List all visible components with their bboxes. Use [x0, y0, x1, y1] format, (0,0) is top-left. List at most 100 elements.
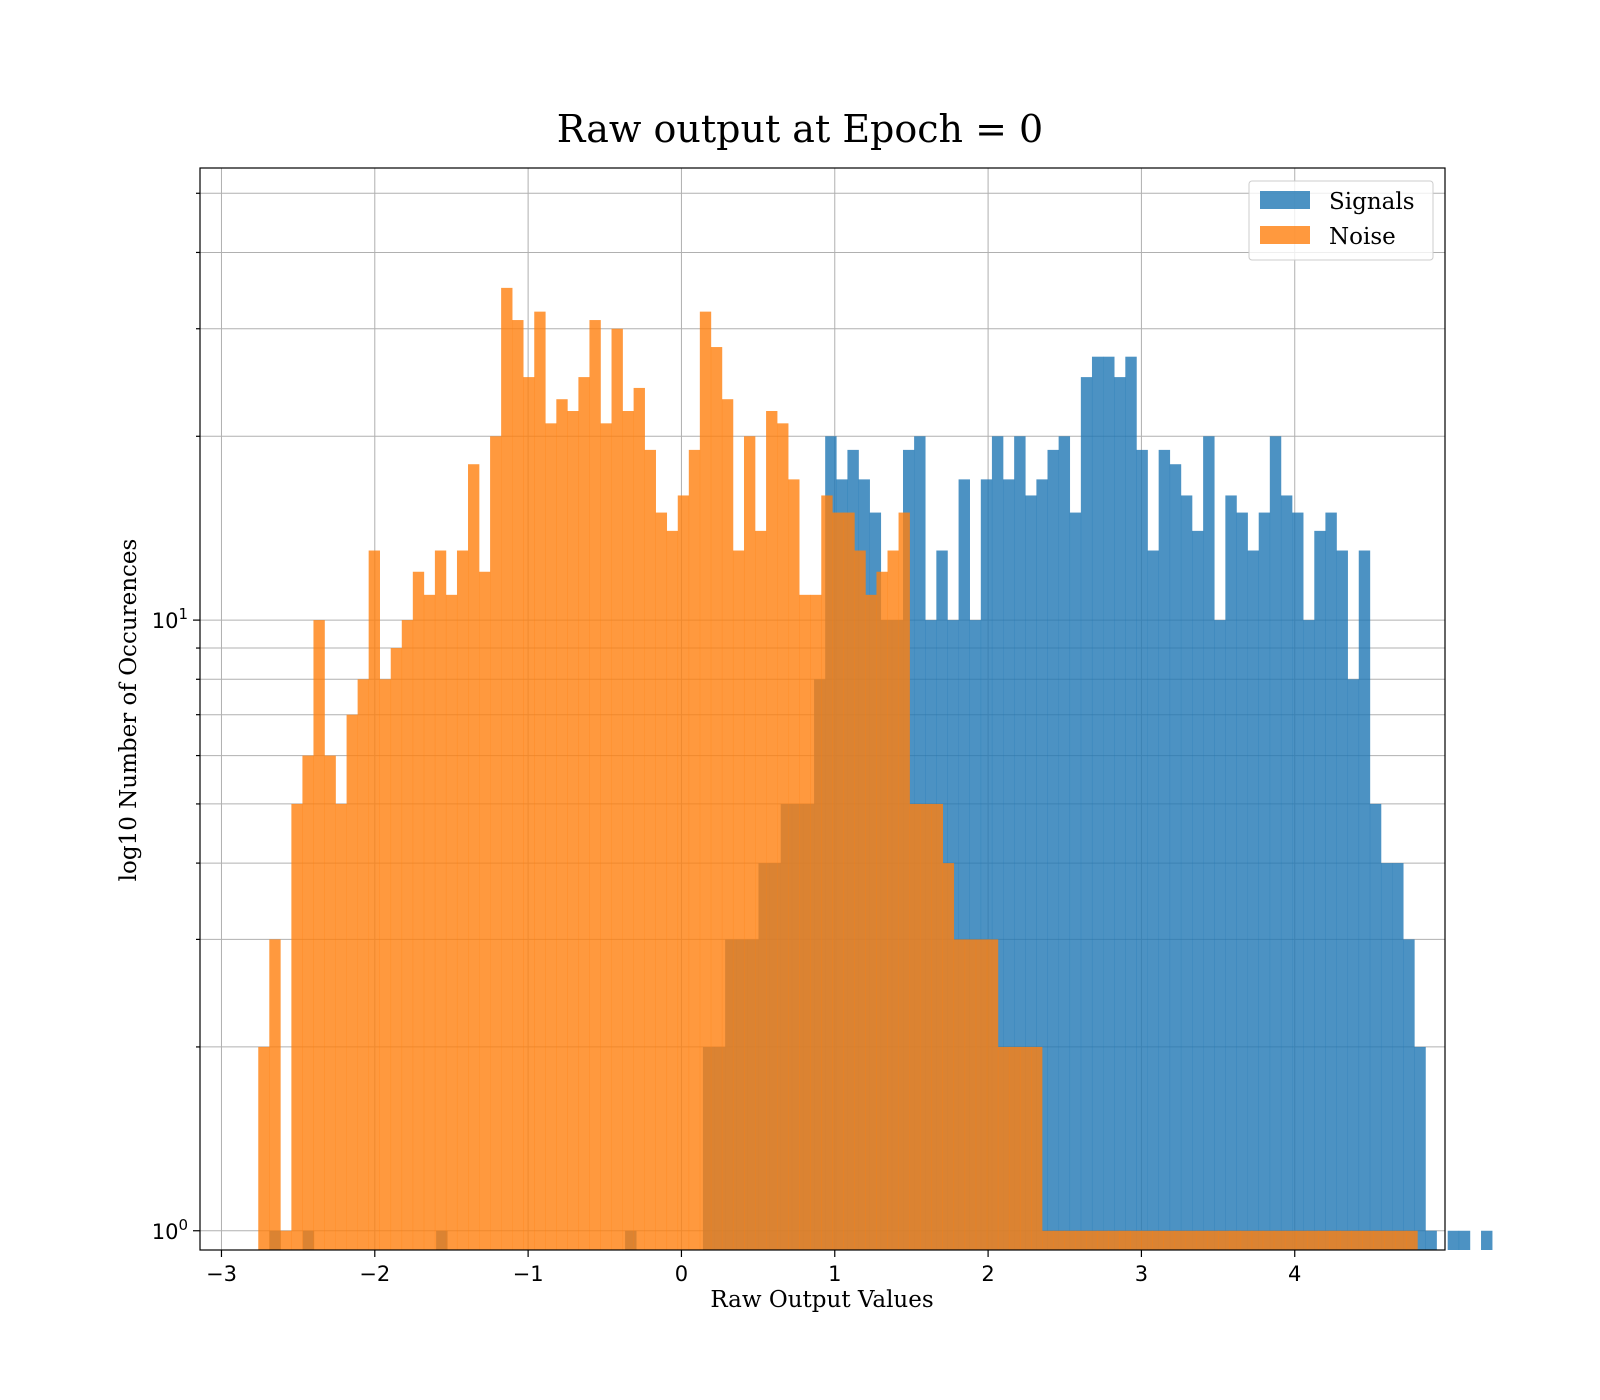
noise-bar	[445, 594, 458, 1250]
noise-bar	[887, 550, 899, 1250]
noise-bar	[1207, 1230, 1219, 1250]
noise-bar	[412, 571, 425, 1250]
signals-bar	[1047, 449, 1059, 1250]
noise-bar	[1262, 1230, 1275, 1250]
noise-bar	[611, 328, 623, 1250]
legend-swatch-noise	[1260, 226, 1310, 244]
noise-bar	[1185, 1230, 1197, 1250]
noise-bar	[1086, 1230, 1098, 1250]
noise-bar	[931, 803, 944, 1250]
noise-bar	[854, 550, 866, 1250]
noise-bar	[1362, 1230, 1374, 1250]
noise-bar	[1130, 1230, 1142, 1250]
noise-bar	[1064, 1230, 1076, 1250]
noise-bar	[655, 512, 668, 1250]
signals-bar	[1403, 939, 1415, 1250]
signals-bar	[1136, 449, 1148, 1250]
signals-bar	[1058, 436, 1071, 1250]
noise-bar	[766, 411, 778, 1250]
signals-bar	[1380, 863, 1393, 1250]
signals-bar	[1091, 356, 1104, 1250]
noise-bar	[600, 423, 612, 1250]
noise-bar	[324, 755, 336, 1250]
x-tick-label: 1	[828, 1262, 841, 1286]
noise-bar	[1119, 1230, 1131, 1250]
noise-bar	[269, 939, 281, 1250]
signals-bar	[969, 620, 982, 1250]
noise-bar	[1318, 1230, 1330, 1250]
noise-bar	[1008, 1046, 1021, 1250]
signals-bar	[1369, 803, 1382, 1250]
signals-bar	[1203, 436, 1215, 1250]
noise-bar	[1152, 1230, 1164, 1250]
signals-bar	[1425, 1230, 1437, 1250]
noise-bar	[401, 620, 414, 1250]
noise-bar	[1053, 1230, 1065, 1250]
signals-bar	[1358, 550, 1371, 1250]
noise-bar	[1340, 1230, 1352, 1250]
x-tick-label: 0	[675, 1262, 688, 1286]
noise-bar	[699, 311, 712, 1250]
noise-bar	[710, 347, 723, 1251]
noise-bar	[302, 755, 314, 1250]
noise-bar	[920, 803, 932, 1250]
signals-bar	[1458, 1230, 1471, 1250]
signals-bar	[1025, 495, 1037, 1250]
noise-bar	[291, 803, 303, 1250]
noise-bar	[1163, 1230, 1175, 1250]
noise-bar	[1251, 1230, 1264, 1250]
noise-bar	[1097, 1230, 1109, 1250]
noise-bar	[997, 1046, 1010, 1250]
noise-bar	[368, 550, 380, 1250]
signals-bar	[1147, 550, 1159, 1250]
signals-bar	[1414, 1046, 1426, 1250]
legend-swatch-signals	[1260, 191, 1310, 209]
noise-bar	[1141, 1230, 1153, 1250]
noise-bar	[1384, 1230, 1396, 1250]
noise-bar	[379, 679, 392, 1250]
x-tick-label: 2	[981, 1262, 994, 1286]
noise-bar	[633, 387, 645, 1250]
noise-bar	[721, 399, 734, 1250]
signals-bar	[1014, 436, 1026, 1250]
signals-bar	[1347, 679, 1360, 1250]
noise-bar	[512, 320, 524, 1250]
noise-bar	[490, 436, 502, 1250]
noise-bar	[898, 512, 910, 1250]
signals-bar	[958, 479, 970, 1251]
noise-bar	[1019, 1046, 1032, 1250]
noise-bar	[501, 287, 513, 1250]
noise-bar	[677, 495, 690, 1250]
y-axis-ticks: 100 101	[152, 192, 200, 1244]
signals-bar	[1303, 620, 1315, 1250]
noise-bar	[423, 594, 436, 1250]
x-tick-label: 3	[1135, 1262, 1148, 1286]
noise-bar	[732, 550, 745, 1250]
noise-bar	[280, 1230, 292, 1250]
noise-bar	[1174, 1230, 1186, 1250]
signals-bar	[1447, 1230, 1460, 1250]
noise-bar	[390, 648, 403, 1250]
noise-bar	[313, 620, 325, 1250]
noise-bar	[534, 311, 546, 1250]
signals-bar	[1080, 377, 1093, 1251]
noise-bar	[909, 803, 921, 1250]
signals-bar	[1225, 495, 1237, 1250]
signals-bar	[1069, 512, 1082, 1250]
noise-bar	[1218, 1230, 1231, 1250]
y-axis-label: log10 Number of Occurences	[116, 539, 142, 882]
noise-bar	[666, 530, 679, 1250]
noise-bar	[777, 423, 789, 1250]
x-axis-label: Raw Output Values	[710, 1287, 933, 1313]
noise-bar	[1075, 1230, 1087, 1250]
signals-bar	[1325, 512, 1337, 1250]
noise-bars	[258, 287, 1418, 1251]
noise-bar	[456, 550, 469, 1250]
signals-bar	[1336, 550, 1348, 1250]
noise-bar	[1196, 1230, 1208, 1250]
signals-bar	[1214, 620, 1226, 1250]
noise-bar	[832, 512, 844, 1250]
signals-bar	[1314, 530, 1326, 1250]
noise-bar	[755, 530, 767, 1250]
signals-bar	[1036, 479, 1048, 1251]
